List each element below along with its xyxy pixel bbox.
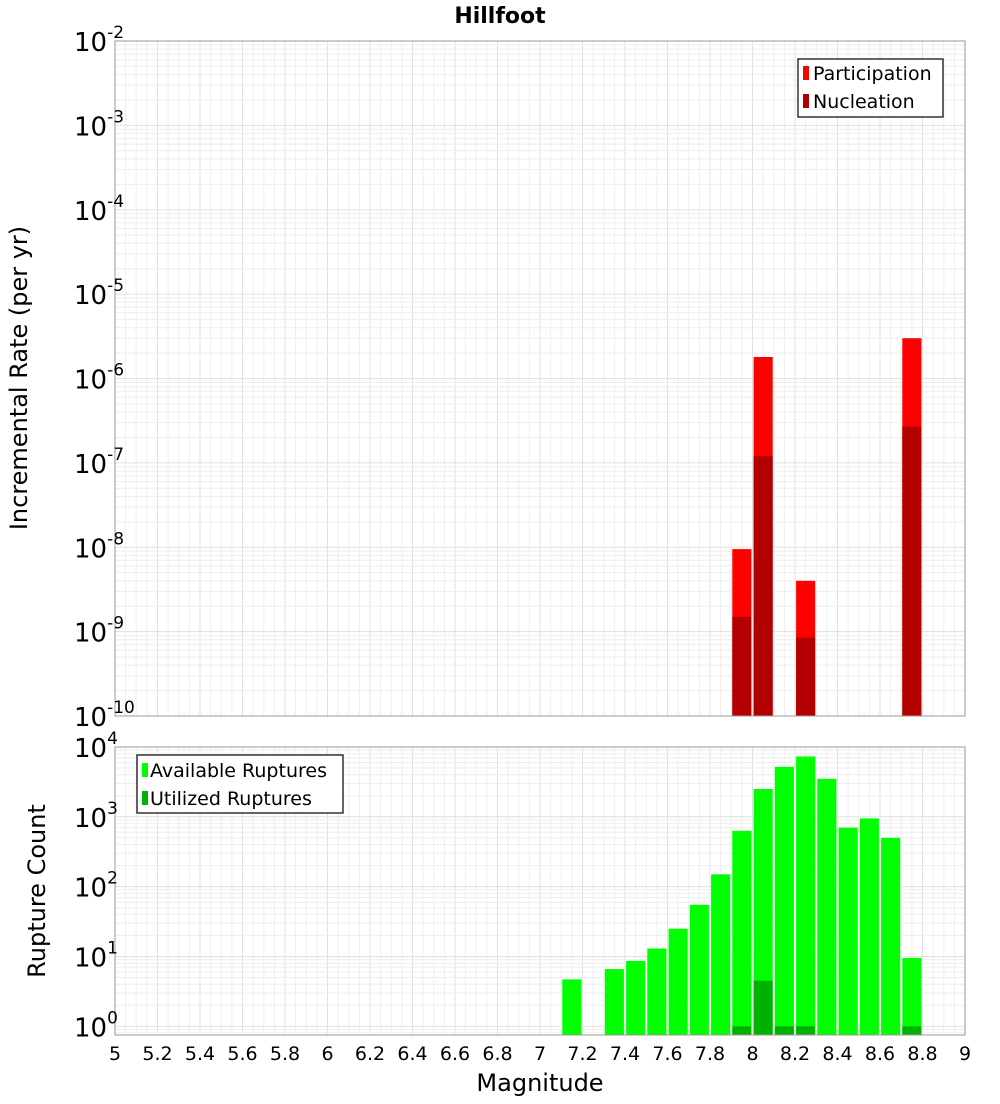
- count-legend-box: [136, 754, 344, 814]
- available-ruptures-bar: [647, 948, 667, 1035]
- utilized-legend-label: Utilized Ruptures: [150, 788, 312, 810]
- count-y-ticks: 100 101 102 103 104: [74, 729, 118, 1043]
- participation-legend-swatch: [803, 66, 809, 80]
- rate-y-ticks: 10-10 10-9 10-8 10-7 10-6 10-5 10-4 10-3 10-2: [74, 23, 135, 733]
- utilized-legend-swatch: [142, 791, 148, 805]
- x-tick-label: 6.8: [482, 1043, 512, 1065]
- x-tick-label: 6.2: [355, 1043, 385, 1065]
- rate-grid: [114, 41, 966, 717]
- x-tick-label: 5.8: [270, 1043, 300, 1065]
- count-y-axis-label: Rupture Count: [23, 804, 51, 978]
- y-tick-label: 10-6: [74, 361, 124, 396]
- y-tick-label: 102: [74, 869, 118, 904]
- y-tick-label: 10-9: [74, 614, 124, 649]
- rate-legend-box: [797, 58, 944, 118]
- count-plot-frame: [114, 746, 966, 1036]
- x-tick-label: 7.2: [567, 1043, 597, 1065]
- y-tick-label: 103: [74, 799, 118, 834]
- y-tick-label: 10-8: [74, 529, 124, 564]
- x-tick-label: 9: [959, 1043, 971, 1065]
- available-ruptures-bar: [859, 818, 879, 1035]
- nucleation-bar: [753, 456, 773, 716]
- magnitude-x-ticks: 5 5.2 5.4 5.6 5.8 6 6.2 6.4 6.6 6.8 7 7.2 7.4 7.6 7.8 8…: [109, 1043, 971, 1065]
- available-ruptures-bar: [604, 969, 624, 1035]
- utilized-ruptures-bar: [774, 1026, 794, 1035]
- x-tick-label: 8.8: [907, 1043, 937, 1065]
- rate-legend: Participation Nucleation: [797, 58, 944, 118]
- count-legend: Available Ruptures Utilized Ruptures: [136, 754, 344, 814]
- y-tick-label: 10-5: [74, 276, 124, 311]
- participation-legend-label: Participation: [813, 63, 932, 85]
- x-tick-label: 8.2: [780, 1043, 810, 1065]
- chart-title: Hillfoot: [454, 4, 546, 29]
- x-tick-label: 7.4: [610, 1043, 640, 1065]
- y-tick-label: 10-7: [74, 445, 124, 480]
- available-ruptures-bar: [626, 961, 646, 1035]
- available-ruptures-bar: [902, 958, 922, 1035]
- nucleation-legend-swatch: [803, 94, 809, 108]
- y-tick-label: 101: [74, 939, 118, 974]
- x-tick-label: 8: [746, 1043, 758, 1065]
- rate-bars: [732, 338, 922, 716]
- nucleation-bar: [902, 426, 922, 716]
- available-ruptures-bar: [838, 827, 858, 1035]
- utilized-ruptures-bar: [753, 980, 773, 1035]
- nucleation-bar: [796, 637, 816, 716]
- available-ruptures-bar: [668, 928, 688, 1035]
- y-tick-label: 10-3: [74, 107, 124, 142]
- available-legend-swatch: [142, 763, 148, 777]
- available-ruptures-bar: [732, 830, 752, 1035]
- utilized-ruptures-bar: [732, 1026, 752, 1035]
- x-tick-label: 6.6: [440, 1043, 470, 1065]
- available-ruptures-bar: [562, 979, 582, 1035]
- x-tick-label: 5: [109, 1043, 121, 1065]
- y-tick-label: 10-2: [74, 23, 124, 58]
- available-ruptures-bar: [817, 778, 837, 1035]
- rate-plot-frame: [114, 40, 966, 717]
- x-tick-label: 8.4: [822, 1043, 852, 1065]
- available-ruptures-bar: [881, 837, 901, 1035]
- y-tick-label: 104: [74, 729, 118, 764]
- available-ruptures-bar: [711, 874, 731, 1035]
- x-tick-label: 5.6: [227, 1043, 257, 1065]
- x-tick-label: 7: [534, 1043, 546, 1065]
- available-ruptures-bar: [796, 756, 816, 1035]
- x-tick-label: 5.2: [142, 1043, 172, 1065]
- x-axis-label: Magnitude: [476, 1069, 603, 1097]
- x-tick-label: 7.6: [652, 1043, 682, 1065]
- available-legend-label: Available Ruptures: [150, 760, 327, 782]
- rate-y-axis-label: Incremental Rate (per yr): [5, 226, 33, 530]
- available-ruptures-bar: [689, 904, 709, 1035]
- utilized-ruptures-bar: [796, 1026, 816, 1035]
- utilized-ruptures-bar: [902, 1026, 922, 1035]
- count-bars: [562, 756, 922, 1035]
- x-tick-label: 7.8: [695, 1043, 725, 1065]
- x-tick-label: 8.6: [865, 1043, 895, 1065]
- nucleation-bar: [732, 616, 752, 716]
- x-tick-label: 6.4: [397, 1043, 427, 1065]
- x-tick-label: 5.4: [185, 1043, 215, 1065]
- x-tick-label: 6: [321, 1043, 333, 1065]
- available-ruptures-bar: [774, 766, 794, 1035]
- y-tick-label: 100: [74, 1008, 118, 1043]
- nucleation-legend-label: Nucleation: [813, 91, 915, 113]
- y-tick-label: 10-10: [74, 698, 135, 733]
- y-tick-label: 10-4: [74, 192, 124, 227]
- available-ruptures-bar: [753, 789, 773, 1035]
